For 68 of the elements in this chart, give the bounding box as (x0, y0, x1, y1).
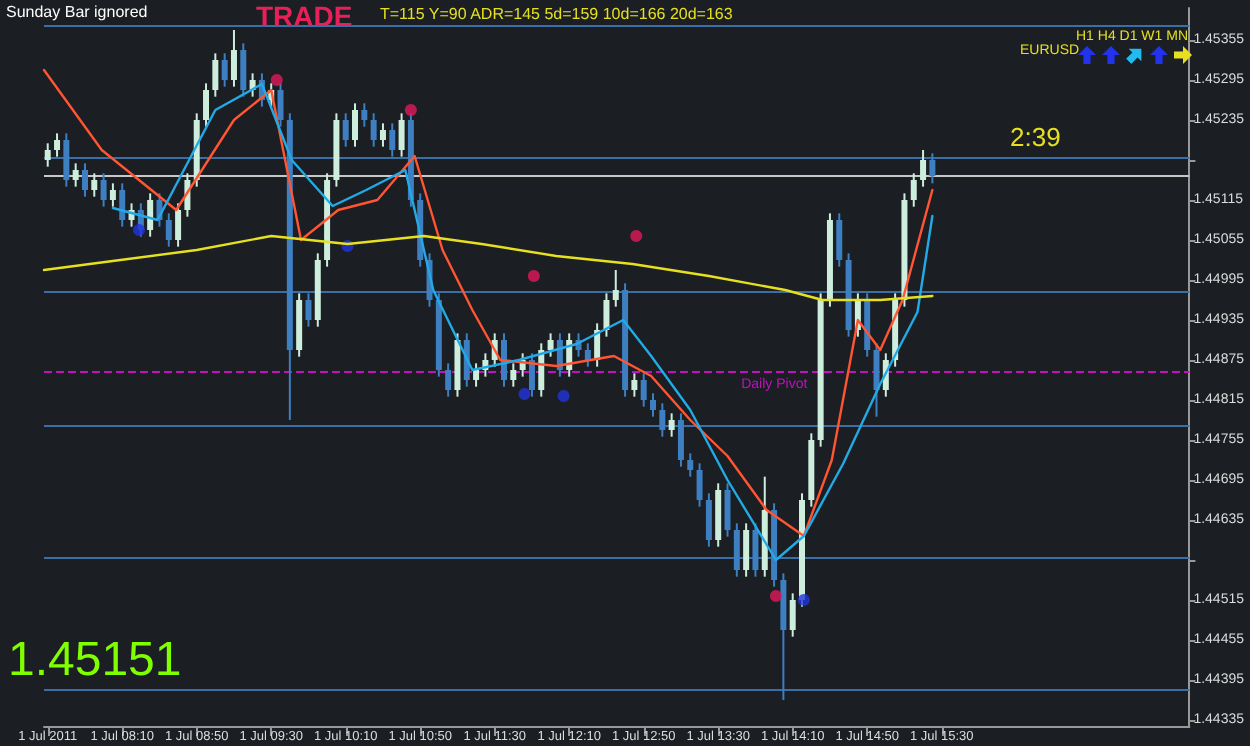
point (527, 270, 540, 282)
point (404, 104, 417, 116)
candlestick (175, 202, 182, 248)
candlestick (72, 162, 79, 188)
candlestick (54, 132, 61, 158)
point (557, 390, 570, 402)
candlestick (873, 342, 880, 418)
candlestick (687, 452, 694, 478)
candlestick (445, 362, 452, 398)
candlestick (659, 402, 666, 438)
candlestick (743, 522, 750, 578)
candlestick (352, 102, 359, 148)
point (518, 388, 531, 400)
candlestick (389, 122, 396, 158)
candlestick (379, 122, 386, 148)
candlestick (789, 592, 796, 638)
candlestick (63, 132, 70, 188)
candlestick (603, 292, 610, 338)
point (797, 594, 810, 606)
candlestick (109, 182, 116, 208)
point (630, 230, 643, 242)
candlestick (165, 212, 172, 248)
candlestick (212, 52, 219, 98)
candlestick (398, 112, 405, 158)
point (270, 74, 283, 86)
candlestick (733, 522, 740, 578)
candlestick (584, 342, 591, 368)
candlestick (370, 112, 377, 148)
candlestick (547, 332, 554, 358)
candlestick (240, 42, 247, 98)
candlestick (100, 172, 107, 208)
line-series (42, 234, 934, 302)
annotation: T=115 Y=90 ADR=145 5d=159 10d=166 20d=163 (380, 5, 734, 23)
candlestick (473, 362, 480, 388)
candlestick (696, 462, 703, 508)
annotation: Sunday Bar ignored (6, 3, 148, 21)
candlestick (91, 172, 98, 198)
candlestick (631, 372, 638, 398)
candlestick (920, 149, 927, 188)
candlestick (929, 152, 936, 185)
candlestick (342, 112, 349, 148)
candlestick (836, 212, 843, 268)
candlestick (528, 352, 535, 398)
candlestick (705, 492, 712, 548)
candlestick (277, 82, 284, 128)
candlestick (221, 52, 228, 88)
candlestick (910, 172, 917, 208)
candlestick (119, 182, 126, 228)
candlestick (668, 412, 675, 438)
candlestick (724, 482, 731, 538)
candlestick (147, 192, 154, 238)
point (133, 224, 145, 236)
annotation: TRADE (256, 0, 353, 32)
candlestick (81, 162, 88, 198)
candlestick (44, 142, 51, 168)
candlestick (640, 372, 647, 408)
candlestick (612, 269, 619, 308)
annotation: 1.45151 (8, 633, 182, 687)
annotation: 2:39 (1010, 122, 1061, 152)
point (769, 590, 782, 602)
candlestick (752, 522, 759, 578)
candlestick (203, 82, 210, 128)
candlestick (361, 102, 368, 128)
candlestick (677, 412, 684, 468)
candlestick (650, 392, 657, 418)
candlestick (305, 292, 312, 328)
candlestick (230, 29, 237, 88)
candlestick (510, 362, 517, 388)
